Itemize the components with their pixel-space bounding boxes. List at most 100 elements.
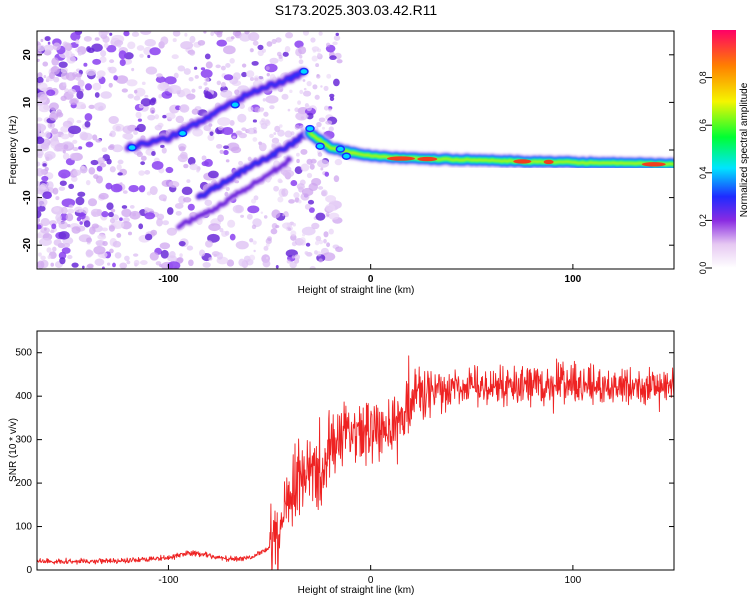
noise-blob (49, 123, 53, 127)
noise-blob (126, 79, 138, 87)
noise-blob (37, 180, 41, 187)
noise-blob (119, 217, 123, 222)
noise-blob (72, 169, 82, 176)
noise-blob (37, 44, 46, 52)
noise-blob (79, 166, 88, 173)
spectrogram-y-ticks: -20 -10 0 10 20 (22, 49, 674, 252)
noise-blob (200, 67, 206, 71)
noise-blob (271, 209, 281, 219)
noise-blob (263, 111, 269, 117)
noise-blob (37, 76, 44, 84)
noise-blob (41, 175, 49, 182)
noise-blob (37, 172, 42, 176)
noise-blob (186, 179, 191, 184)
noise-blob (207, 170, 219, 179)
noise-blob (44, 36, 51, 42)
noise-blob (196, 168, 200, 173)
main-ridge-hotspot (513, 159, 532, 164)
noise-blob (100, 91, 112, 99)
noise-blob (183, 163, 189, 169)
colorbar-gradient (712, 30, 736, 268)
noise-blob (43, 75, 47, 79)
noise-blob (63, 144, 69, 150)
noise-blob (44, 139, 50, 143)
branch-knot (127, 143, 137, 152)
noise-blob (204, 158, 213, 167)
noise-blob (156, 213, 165, 220)
noise-blob (60, 133, 70, 140)
noise-blob (260, 211, 264, 215)
branch-knot (335, 145, 346, 153)
noise-blob (40, 218, 50, 227)
noise-blob (127, 93, 134, 99)
noise-blob (93, 174, 99, 179)
noise-blob (229, 119, 235, 126)
noise-blob (68, 183, 75, 190)
noise-blob (38, 104, 51, 113)
noise-blob (56, 109, 62, 117)
noise-blob (204, 87, 210, 91)
noise-blob (298, 46, 307, 55)
noise-blob (200, 69, 213, 79)
noise-blob (37, 123, 47, 132)
noise-blob (269, 105, 275, 110)
noise-blob (223, 74, 234, 81)
noise-blob (257, 44, 264, 51)
noise-blob (252, 137, 258, 142)
noise-blob (267, 236, 272, 242)
colorbar-tick-label: 0.4 (698, 167, 708, 180)
y-tick-label: 200 (15, 478, 32, 489)
noise-blob (253, 130, 258, 134)
noise-blob (247, 156, 252, 162)
noise-blob (116, 43, 122, 48)
noise-blob (220, 81, 226, 88)
noise-blob (62, 150, 66, 154)
noise-blob (119, 58, 126, 67)
noise-blob (129, 210, 141, 220)
noise-blob (37, 197, 48, 207)
noise-blob (37, 136, 45, 145)
noise-blob (284, 213, 290, 218)
colorbar-tick-label: 0.6 (698, 119, 708, 132)
noise-blob (42, 61, 49, 67)
noise-blob (117, 159, 124, 165)
noise-blob (273, 185, 280, 192)
noise-blob (75, 48, 79, 52)
noise-blob (109, 133, 113, 137)
noise-blob (183, 68, 191, 75)
branch-knot (341, 152, 352, 160)
noise-blob (37, 100, 44, 106)
noise-blob (174, 202, 184, 209)
noise-blob (251, 224, 257, 230)
noise-blob (116, 164, 122, 171)
noise-blob (99, 163, 107, 168)
noise-blob (317, 52, 321, 56)
colorbar-tick-label: 0.0 (698, 262, 708, 275)
noise-blob (106, 44, 117, 53)
noise-blob (326, 242, 331, 248)
noise-blob (53, 207, 60, 212)
noise-blob (269, 73, 276, 80)
branch-knot (299, 67, 309, 76)
noise-blob (96, 70, 106, 78)
noise-blob (107, 145, 115, 151)
noise-blob (290, 131, 295, 136)
noise-blob (122, 125, 134, 134)
noise-blob (302, 79, 306, 82)
noise-blob (94, 258, 105, 266)
noise-blob (262, 98, 266, 102)
noise-blob (90, 208, 102, 218)
noise-blob (112, 144, 123, 153)
noise-blob (234, 180, 240, 184)
noise-blob (302, 233, 306, 237)
noise-blob (314, 179, 318, 182)
noise-blob (241, 71, 248, 78)
noise-blob (37, 58, 40, 62)
noise-blob (86, 237, 93, 243)
noise-blob (101, 147, 108, 153)
noise-blob (213, 253, 218, 258)
noise-blob (299, 179, 306, 186)
y-tick-label: -10 (22, 190, 33, 205)
noise-blob (65, 72, 76, 81)
